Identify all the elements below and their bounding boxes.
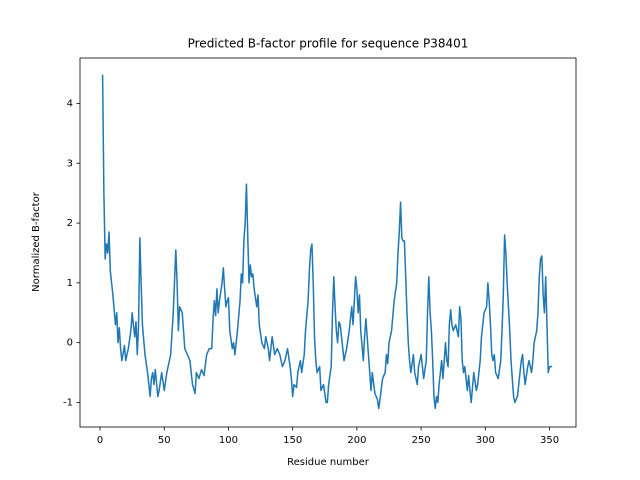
x-tick-label: 100 bbox=[219, 435, 238, 446]
y-axis-label: Normalized B-factor bbox=[31, 191, 42, 292]
data-line bbox=[101, 74, 553, 410]
y-tick-label: 1 bbox=[67, 278, 73, 289]
y-tick-label: 4 bbox=[67, 98, 73, 109]
y-tick-label: 0 bbox=[67, 338, 73, 349]
x-tick-label: 350 bbox=[540, 435, 559, 446]
x-tick-label: 50 bbox=[158, 435, 171, 446]
plot-frame bbox=[79, 57, 577, 428]
x-tick-label: 250 bbox=[412, 435, 431, 446]
x-tick-label: 300 bbox=[476, 435, 495, 446]
x-tick-label: 150 bbox=[283, 435, 302, 446]
x-tick-label: 200 bbox=[347, 435, 366, 446]
chart-title: Predicted B-factor profile for sequence … bbox=[188, 37, 469, 51]
x-axis-label: Residue number bbox=[287, 457, 370, 468]
x-tick-label: 0 bbox=[97, 435, 103, 446]
y-tick-label: 2 bbox=[67, 218, 73, 229]
y-tick-label: 3 bbox=[67, 158, 73, 169]
y-tick-label: -1 bbox=[63, 397, 73, 408]
